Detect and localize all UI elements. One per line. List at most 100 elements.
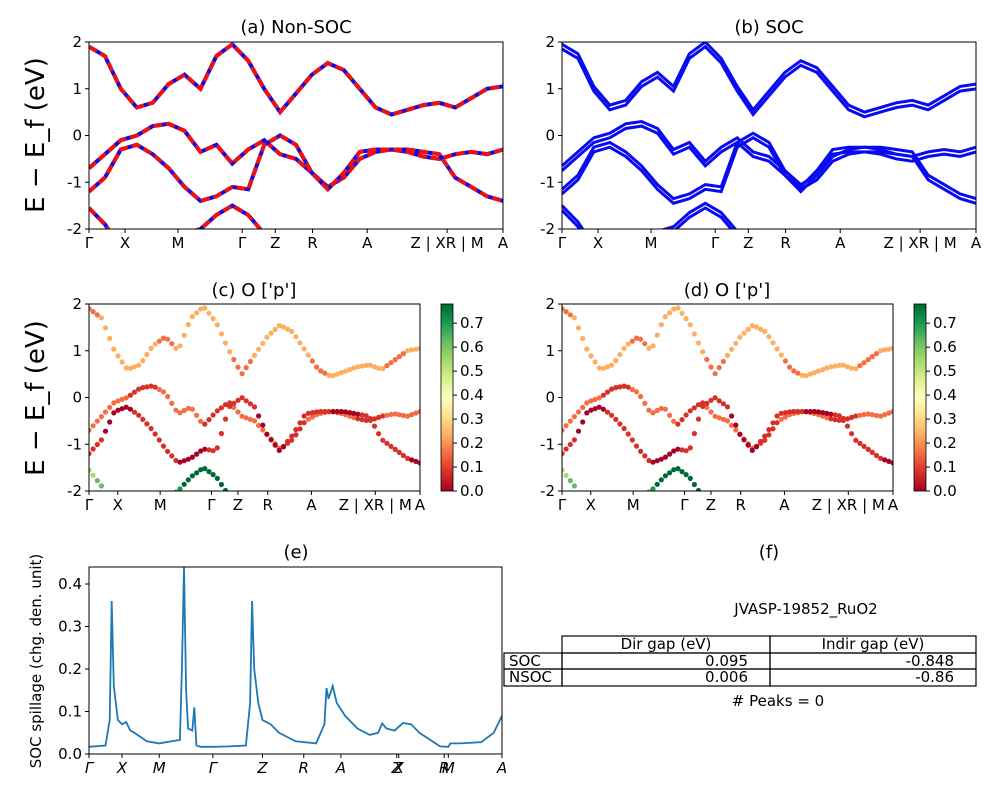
- projection-point: [181, 481, 187, 487]
- spillage-line: [89, 567, 502, 748]
- projection-point: [160, 389, 167, 395]
- projection-point: [94, 418, 100, 424]
- projection-point: [857, 363, 863, 369]
- ytick-label: -2: [67, 482, 82, 500]
- colorbar-tick-label: 0.5: [933, 362, 957, 380]
- xtick-label: A: [835, 234, 846, 252]
- colorbar-gradient: [913, 303, 927, 492]
- projection-point: [695, 416, 702, 422]
- projection-point: [90, 309, 96, 315]
- projection-point: [376, 365, 382, 371]
- projection-point: [309, 414, 315, 420]
- projection-point: [609, 362, 615, 368]
- projection-point: [667, 310, 673, 316]
- projection-point: [363, 413, 369, 419]
- projection-point: [107, 419, 113, 425]
- projection-point: [613, 505, 618, 510]
- xtick-label: A: [779, 496, 790, 514]
- projection-point: [865, 357, 871, 363]
- xtick-label: Γ: [85, 496, 94, 514]
- projection-point: [832, 363, 838, 369]
- projection-point: [359, 363, 365, 369]
- projection-point: [882, 412, 888, 418]
- projection-point: [131, 409, 138, 415]
- projection-point: [210, 412, 216, 418]
- projection-point: [173, 345, 179, 351]
- projection-point: [384, 412, 390, 418]
- projection-point: [658, 322, 664, 328]
- projection-point: [272, 326, 278, 332]
- projection-point: [413, 410, 419, 416]
- xtick-label: Z: [256, 759, 268, 777]
- projection-point: [762, 433, 768, 439]
- projection-point: [156, 386, 162, 393]
- projection-point: [181, 458, 187, 464]
- projection-point: [405, 413, 411, 419]
- projection-point: [281, 501, 286, 506]
- xtick-label: M: [645, 234, 658, 252]
- projection-point: [600, 365, 607, 371]
- xtick-label: Z | XR | M: [411, 234, 484, 252]
- projection-point: [571, 483, 578, 489]
- projection-point: [289, 498, 294, 503]
- projection-point: [256, 413, 262, 419]
- projection-point: [413, 458, 419, 464]
- projection-point: [844, 364, 851, 370]
- projection-point: [878, 413, 884, 419]
- projection-point: [832, 417, 838, 423]
- panel-b-title: (b) SOC: [734, 17, 803, 38]
- projection-point: [185, 405, 191, 411]
- projection-point: [638, 448, 644, 454]
- projection-point: [355, 416, 361, 422]
- projection-point: [251, 404, 258, 410]
- projection-point: [347, 367, 353, 373]
- projection-point: [724, 352, 731, 358]
- projection-point: [202, 305, 208, 311]
- projection-point: [371, 364, 378, 370]
- projection-point: [600, 392, 607, 398]
- ytick-label: 0.2: [58, 660, 82, 678]
- projection-point: [235, 397, 241, 403]
- projection-point: [787, 364, 793, 370]
- projection-point: [766, 432, 772, 438]
- panel-a: (a) Non-SOC -2 -1 0 1 2 Γ X M Γ Z R A Z | XR | M A: [67, 17, 509, 252]
- projection-point: [318, 408, 324, 415]
- projection-point: [828, 411, 834, 417]
- projection-point: [115, 407, 121, 413]
- projection-point: [770, 426, 776, 432]
- projection-point: [127, 392, 133, 398]
- projection-point: [128, 514, 133, 519]
- ytick-label: 0: [72, 127, 82, 145]
- projection-point: [392, 411, 398, 417]
- projection-point: [671, 306, 677, 312]
- projection-point: [633, 389, 640, 395]
- projection-point: [98, 437, 104, 443]
- panel-d-plot: [562, 305, 893, 514]
- projection-point: [156, 437, 162, 443]
- projection-point: [729, 422, 735, 428]
- projection-point: [177, 486, 183, 491]
- projection-point: [717, 509, 722, 514]
- projection-point: [380, 413, 386, 419]
- projection-point: [342, 368, 349, 374]
- projection-point: [642, 400, 648, 406]
- projection-point: [658, 477, 664, 483]
- projection-point: [658, 456, 664, 462]
- projection-point: [89, 451, 92, 457]
- ytick-label: 2: [545, 295, 555, 313]
- projection-point: [596, 395, 602, 401]
- projection-point: [322, 370, 328, 376]
- projection-point: [625, 384, 631, 390]
- projection-point: [165, 448, 171, 454]
- projection-point: [609, 508, 614, 513]
- projection-point: [260, 422, 266, 428]
- projection-point: [152, 431, 158, 437]
- projection-point: [218, 430, 224, 437]
- projection-point: [675, 305, 681, 311]
- projection-point: [405, 348, 411, 354]
- projection-point: [733, 422, 739, 428]
- xtick-label: Γ: [558, 496, 567, 514]
- panel-e-frame: [88, 566, 503, 755]
- projection-point: [567, 312, 573, 318]
